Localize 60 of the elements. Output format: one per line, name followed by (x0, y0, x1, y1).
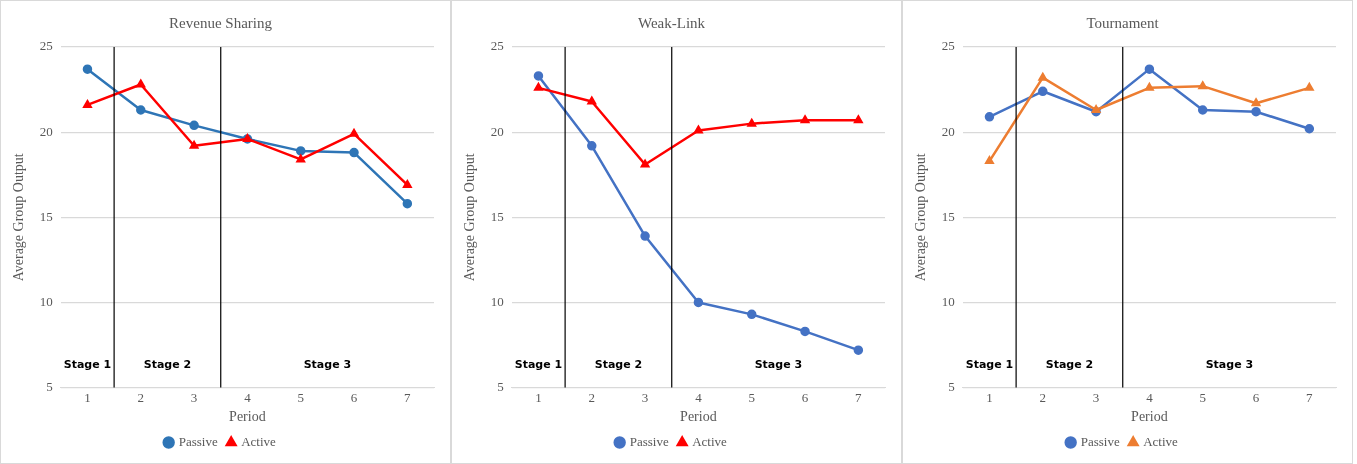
annotation: Stage 2 (143, 358, 192, 372)
x-tick-label: 4 (244, 389, 252, 405)
chart-title: Weak-Link (637, 14, 706, 31)
y-tick-label: 5 (46, 379, 53, 395)
annotation: Stage 1 (965, 358, 1014, 372)
x-tick-label: 1 (84, 389, 91, 405)
annotation: Stage 2 (1045, 358, 1094, 372)
y-tick-label: 10 (490, 293, 504, 309)
y-tick-label: 25 (39, 38, 53, 54)
y-tick-label: 20 (39, 123, 53, 139)
x-tick-label: 5 (1199, 389, 1206, 405)
x-tick-label: 2 (1039, 389, 1047, 405)
x-tick-label: 6 (801, 389, 809, 405)
x-tick-label: 2 (137, 389, 145, 405)
x-tick-label: 2 (588, 389, 596, 405)
x-axis-title: Period (229, 409, 266, 425)
x-tick-label: 4 (1146, 389, 1154, 405)
legend-label: Passive (178, 433, 218, 449)
annotation: Stage 3 (754, 358, 803, 372)
y-tick-label: 10 (39, 293, 53, 309)
y-tick-label: 5 (497, 379, 504, 395)
y-tick-label: 25 (941, 38, 955, 54)
chart-title: Tournament (1086, 14, 1160, 31)
legend-label: Passive (629, 433, 669, 449)
legend-label: Active (692, 433, 728, 449)
x-tick-label: 1 (535, 389, 542, 405)
y-tick-label: 25 (490, 38, 504, 54)
x-tick-label: 6 (350, 389, 358, 405)
x-tick-label: 3 (1092, 389, 1100, 405)
y-tick-label: 10 (941, 293, 955, 309)
annotation: Stage 2 (594, 358, 643, 372)
y-tick-label: 20 (490, 123, 504, 139)
y-tick-label: 15 (490, 208, 504, 224)
x-tick-label: 7 (855, 389, 863, 405)
x-tick-label: 6 (1252, 389, 1260, 405)
x-tick-label: 5 (297, 389, 304, 405)
y-tick-label: 15 (941, 208, 955, 224)
annotation: Stage 3 (1205, 358, 1254, 372)
y-tick-label: 20 (941, 123, 955, 139)
x-axis-title: Period (680, 409, 717, 425)
legend-label: Passive (1080, 433, 1120, 449)
x-tick-label: 7 (404, 389, 412, 405)
y-axis-title: Average Group Output (11, 153, 27, 282)
y-tick-label: 15 (39, 208, 53, 224)
legend-label: Active (241, 433, 277, 449)
x-axis-title: Period (1131, 409, 1168, 425)
chart-title: Revenue Sharing (169, 14, 273, 31)
x-tick-label: 4 (695, 389, 703, 405)
legend-label: Active (1143, 433, 1179, 449)
x-tick-label: 5 (748, 389, 755, 405)
y-axis-title: Average Group Output (462, 153, 478, 282)
annotation: Stage 1 (63, 358, 112, 372)
y-axis-title: Average Group Output (913, 153, 929, 282)
annotation: Stage 1 (514, 358, 563, 372)
annotation: Stage 3 (303, 358, 352, 372)
x-tick-label: 7 (1306, 389, 1314, 405)
x-tick-label: 3 (641, 389, 649, 405)
x-tick-label: 1 (986, 389, 993, 405)
y-tick-label: 5 (948, 379, 955, 395)
x-tick-label: 3 (190, 389, 198, 405)
